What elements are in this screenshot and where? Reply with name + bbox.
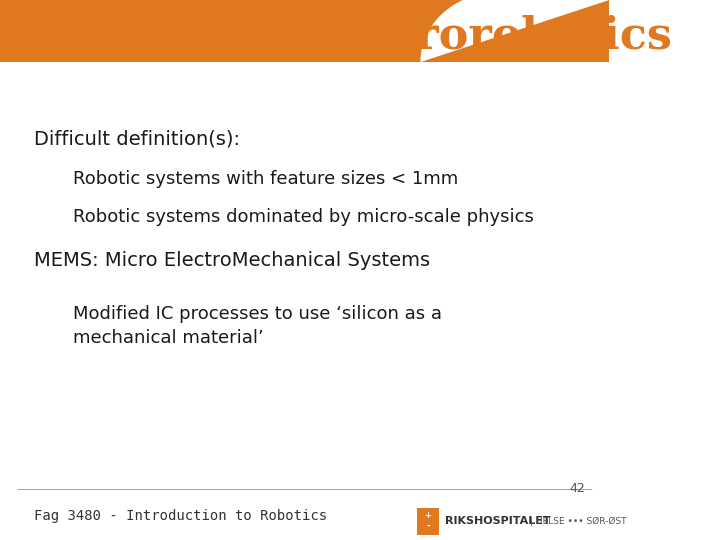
Text: Difficult definition(s):: Difficult definition(s): <box>34 130 240 148</box>
Text: MEMS: Micro ElectroMechanical Systems: MEMS: Micro ElectroMechanical Systems <box>34 251 430 270</box>
FancyBboxPatch shape <box>0 0 609 62</box>
Text: | HELSE ••• SØR-ØST: | HELSE ••• SØR-ØST <box>530 517 626 525</box>
Text: +
-: + - <box>425 511 431 531</box>
Text: Modified IC processes to use ‘silicon as a
mechanical material’: Modified IC processes to use ‘silicon as… <box>73 305 442 347</box>
Text: Robotic systems with feature sizes < 1mm: Robotic systems with feature sizes < 1mm <box>73 170 459 188</box>
Text: Robotic systems dominated by micro-scale physics: Robotic systems dominated by micro-scale… <box>73 208 534 226</box>
Text: 42: 42 <box>570 482 585 495</box>
FancyBboxPatch shape <box>418 508 438 535</box>
Polygon shape <box>500 62 609 540</box>
Polygon shape <box>420 0 609 62</box>
Text: Fag 3480 - Introduction to Robotics: Fag 3480 - Introduction to Robotics <box>34 509 327 523</box>
Text: RIKSHOSPITALET: RIKSHOSPITALET <box>445 516 550 526</box>
Text: MEMS and Microrobotics: MEMS and Microrobotics <box>34 15 672 58</box>
